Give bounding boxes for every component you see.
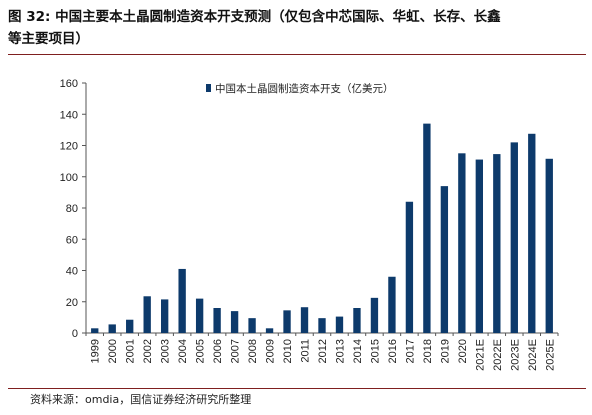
title-divider xyxy=(8,54,586,55)
y-tick-label: 100 xyxy=(60,172,78,184)
bar xyxy=(178,268,186,333)
x-tick-label: 2025E xyxy=(544,339,556,371)
bar xyxy=(458,153,466,333)
x-tick-label: 2017 xyxy=(404,339,416,363)
x-tick-label: 2007 xyxy=(230,339,242,363)
x-tick-label: 2003 xyxy=(160,339,172,363)
y-tick-label: 60 xyxy=(66,234,78,246)
bar xyxy=(265,328,274,333)
footer-divider xyxy=(8,388,586,389)
x-tick-label: 2005 xyxy=(195,339,207,363)
bar xyxy=(370,297,379,333)
bar xyxy=(335,316,344,333)
bar xyxy=(195,298,204,333)
y-tick-label: 120 xyxy=(60,141,78,153)
bar xyxy=(405,201,414,333)
x-tick-label: 2013 xyxy=(334,339,346,363)
source-note: 资料来源：omdia，国信证券经济研究所整理 xyxy=(30,393,252,406)
bar xyxy=(528,133,536,333)
bar xyxy=(143,296,151,333)
bar xyxy=(318,318,326,333)
x-tick-label: 2001 xyxy=(125,339,137,363)
bar xyxy=(108,324,116,333)
bar xyxy=(493,154,501,333)
bar xyxy=(283,310,291,333)
bar xyxy=(91,328,99,333)
bar xyxy=(423,123,431,333)
bar xyxy=(545,158,553,333)
bar xyxy=(510,142,518,333)
x-tick-label: 2010 xyxy=(282,339,294,363)
x-tick-label: 2020 xyxy=(457,339,469,363)
bar xyxy=(230,311,239,333)
y-tick-label: 20 xyxy=(66,297,78,309)
bar xyxy=(213,308,221,333)
x-tick-label: 2022E xyxy=(492,339,504,371)
chart-title-line-1: 图 32: 中国主要本土晶圆制造资本开支预测（仅包含中芯国际、华虹、长存、长鑫 xyxy=(8,9,501,25)
x-tick-label: 2023E xyxy=(509,339,521,371)
x-tick-label: 2018 xyxy=(422,339,434,363)
y-tick-label: 160 xyxy=(60,78,78,90)
legend-label: 中国本土晶圆制造资本开支（亿美元） xyxy=(215,82,394,95)
x-tick-label: 2021E xyxy=(474,339,486,371)
bar xyxy=(300,307,309,333)
x-tick-label: 2015 xyxy=(369,339,381,363)
x-tick-label: 2004 xyxy=(177,339,189,363)
x-tick-label: 2016 xyxy=(387,339,399,363)
y-tick-label: 80 xyxy=(66,203,78,215)
x-tick-label: 2008 xyxy=(247,339,259,363)
x-tick-label: 2011 xyxy=(300,339,312,363)
y-tick-label: 40 xyxy=(66,266,78,278)
bar xyxy=(475,159,484,333)
bar xyxy=(440,186,449,333)
chart-title: 图 32: 中国主要本土晶圆制造资本开支预测（仅包含中芯国际、华虹、长存、长鑫 … xyxy=(8,6,584,50)
x-tick-label: 2006 xyxy=(212,339,224,363)
bar xyxy=(160,299,169,333)
x-tick-label: 2002 xyxy=(142,339,154,363)
bar xyxy=(388,276,396,333)
bar xyxy=(248,318,256,333)
legend-swatch xyxy=(206,84,211,92)
x-tick-label: 1999 xyxy=(90,339,102,363)
chart-title-line-2: 等主要项目） xyxy=(8,31,89,47)
x-tick-label: 2019 xyxy=(439,339,451,363)
x-tick-label: 2014 xyxy=(352,339,364,363)
x-tick-label: 2012 xyxy=(317,339,329,363)
x-tick-label: 2024E xyxy=(527,339,539,371)
y-tick-label: 140 xyxy=(60,109,78,121)
x-tick-label: 2009 xyxy=(265,339,277,363)
x-tick-label: 2000 xyxy=(107,339,119,363)
y-tick-label: 0 xyxy=(72,328,78,340)
bar xyxy=(126,319,134,333)
bar xyxy=(353,308,361,333)
